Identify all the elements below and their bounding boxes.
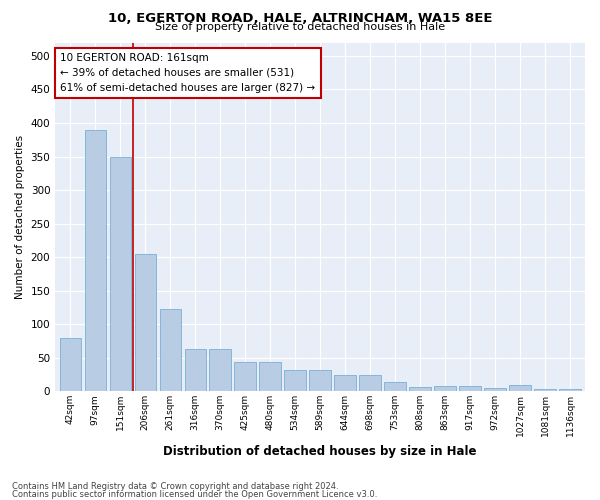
Bar — [134, 254, 156, 392]
Bar — [235, 362, 256, 392]
Bar — [434, 386, 455, 392]
Text: Size of property relative to detached houses in Hale: Size of property relative to detached ho… — [155, 22, 445, 32]
Y-axis label: Number of detached properties: Number of detached properties — [15, 135, 25, 299]
Bar — [334, 375, 356, 392]
Text: 10 EGERTON ROAD: 161sqm
← 39% of detached houses are smaller (531)
61% of semi-d: 10 EGERTON ROAD: 161sqm ← 39% of detache… — [61, 53, 316, 92]
Bar — [409, 386, 431, 392]
Bar — [310, 370, 331, 392]
Bar — [110, 156, 131, 392]
X-axis label: Distribution of detached houses by size in Hale: Distribution of detached houses by size … — [163, 444, 477, 458]
Bar — [160, 310, 181, 392]
Bar — [509, 384, 530, 392]
Bar — [359, 375, 380, 392]
Bar — [185, 349, 206, 392]
Bar — [284, 370, 306, 392]
Bar — [259, 362, 281, 392]
Bar — [59, 338, 81, 392]
Bar — [85, 130, 106, 392]
Bar — [484, 388, 506, 392]
Text: Contains public sector information licensed under the Open Government Licence v3: Contains public sector information licen… — [12, 490, 377, 499]
Text: 10, EGERTON ROAD, HALE, ALTRINCHAM, WA15 8EE: 10, EGERTON ROAD, HALE, ALTRINCHAM, WA15… — [108, 12, 492, 26]
Bar — [460, 386, 481, 392]
Bar — [559, 390, 581, 392]
Bar — [535, 390, 556, 392]
Bar — [209, 349, 231, 392]
Text: Contains HM Land Registry data © Crown copyright and database right 2024.: Contains HM Land Registry data © Crown c… — [12, 482, 338, 491]
Bar — [385, 382, 406, 392]
